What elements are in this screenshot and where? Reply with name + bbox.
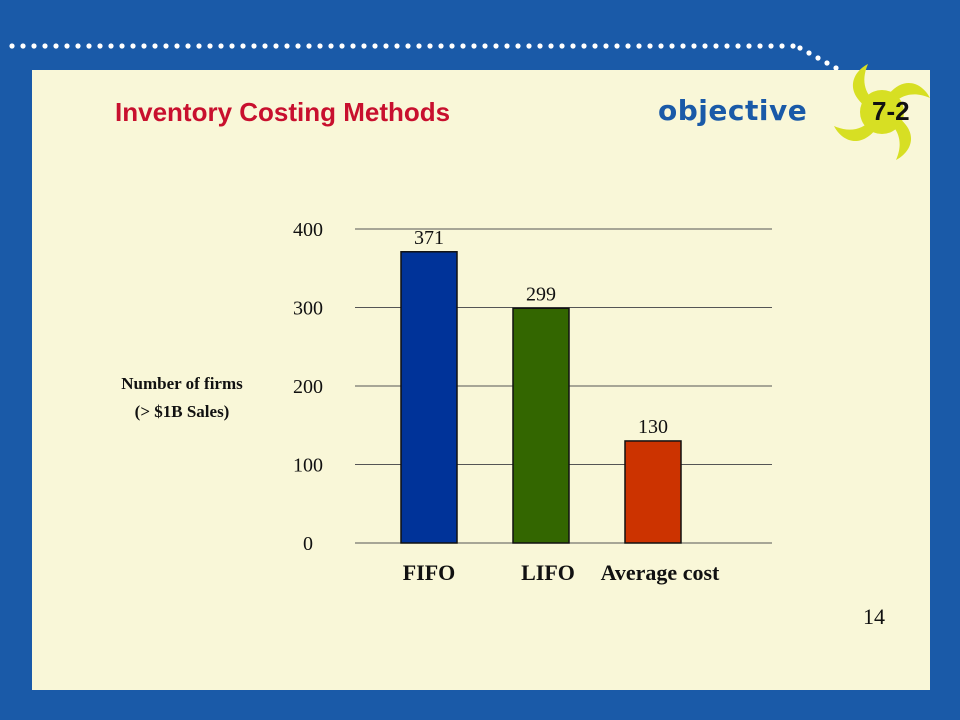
y-tick-label: 100 xyxy=(293,455,323,477)
y-tick-label: 0 xyxy=(303,533,313,555)
y-axis-label-line-2: (> $1B Sales) xyxy=(134,402,230,421)
y-tick-label: 200 xyxy=(293,376,323,398)
x-tick-label: LIFO xyxy=(521,560,575,585)
x-tick-label: FIFO xyxy=(403,560,456,585)
page-number: 14 xyxy=(863,604,885,629)
data-label: 299 xyxy=(526,283,556,305)
bar-average-cost xyxy=(624,440,682,544)
y-tick-label: 400 xyxy=(293,219,323,241)
bar-fifo xyxy=(400,251,458,544)
objective-badge-icon xyxy=(834,64,930,160)
y-tick-label: 300 xyxy=(293,298,323,320)
slide-title: Inventory Costing Methods xyxy=(115,97,451,127)
content-panel xyxy=(32,70,930,690)
y-axis-label: Number of firms (> $1B Sales) xyxy=(92,370,272,426)
decorative-dot-border xyxy=(9,43,839,71)
x-tick-label: Average cost xyxy=(601,560,720,585)
bar-lifo xyxy=(512,307,570,544)
data-label: 371 xyxy=(414,227,444,249)
objective-label: objective xyxy=(658,94,808,127)
objective-number: 7-2 xyxy=(872,96,910,126)
data-label: 130 xyxy=(638,416,668,438)
y-axis-label-line-1: Number of firms xyxy=(121,374,243,393)
